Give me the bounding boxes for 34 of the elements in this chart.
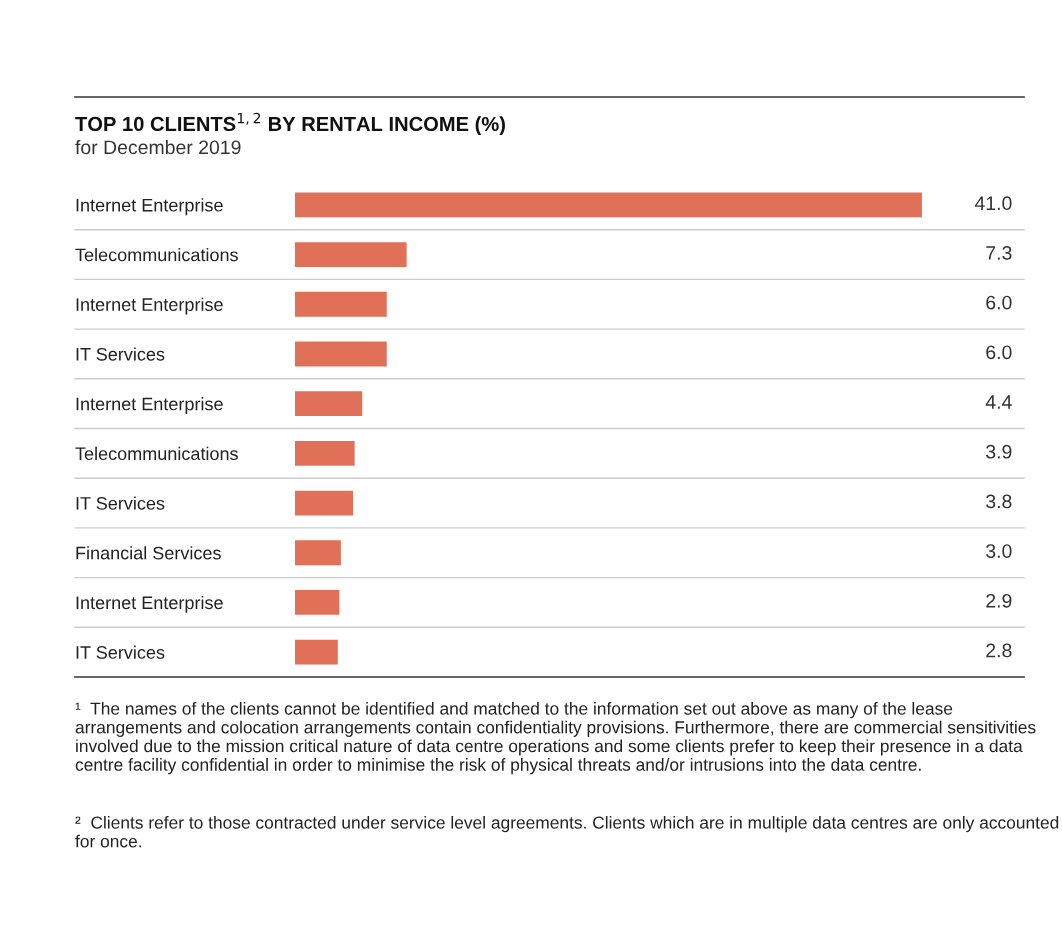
bar	[295, 540, 341, 566]
bar	[295, 440, 355, 466]
data-label: 3.9	[986, 444, 1012, 459]
data-label: 41.0	[974, 196, 1012, 211]
bar	[295, 341, 387, 367]
y-tick-label: Internet Enterprise	[76, 297, 223, 315]
text: ² Clients refer to those contracted under service level agreements. Clients which are in multiple data centres are only accounted for once.	[75, 816, 1059, 848]
y-tick-label: Telecommunications	[75, 248, 238, 262]
data-label: 6.0	[986, 295, 1012, 310]
data-label: 3.0	[986, 544, 1012, 558]
data-label: 6.0	[986, 345, 1012, 360]
y-tick-label: Internet Enterprise	[76, 397, 223, 414]
bar	[295, 291, 387, 317]
data-label: 2.8	[986, 643, 1012, 658]
chart-title: TOP 10 CLIENTS$^{1,2}$ BY RENTAL INCOME (%)	[75, 112, 505, 136]
chart-subtitle: for December 2019	[75, 139, 241, 155]
y-tick-label: Internet Enterprise	[76, 198, 223, 216]
bar	[295, 490, 354, 516]
data-label: 2.9	[986, 593, 1012, 608]
y-tick-label: Internet Enterprise	[76, 595, 223, 613]
y-tick-label: Financial Services	[76, 546, 221, 560]
text: ¹ The names of the clients cannot be identified and matched to the information set out above as many of the lease arrangements and colocation arrangements contain confidentiality provisions. Furthermore, there are commercial sensitivities involved due to the mission critical nature of data centre operations and some clients prefer to keep their presence in a data centre facility confidential in order to minimise the risk of physical threats and/or intrusions into the data centre.	[75, 702, 1036, 775]
bar	[295, 590, 340, 615]
y-tick-label: Telecommunications	[75, 446, 238, 461]
data-label: 7.3	[986, 246, 1012, 260]
bar	[295, 192, 922, 218]
bar	[295, 391, 363, 417]
y-tick-label: IT Services	[76, 496, 165, 510]
data-label: 4.4	[985, 395, 1012, 409]
y-tick-label: IT Services	[76, 347, 165, 361]
data-label: 3.8	[986, 494, 1012, 509]
y-tick-label: IT Services	[76, 645, 165, 659]
bar	[295, 242, 407, 267]
bar	[295, 639, 338, 665]
